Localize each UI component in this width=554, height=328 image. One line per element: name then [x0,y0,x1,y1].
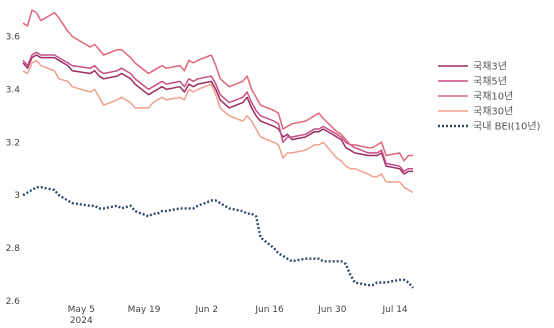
series-line-3 [22,9,413,162]
legend-label-4: 국채30년 [473,106,513,118]
y-tick-label: 2.8 [6,244,21,254]
series-line-1 [22,54,413,175]
x-tick-label: Jun 2 [194,305,218,315]
y-tick-label: 3.4 [6,85,21,95]
x-tick-label: Jun 30 [317,305,347,315]
y-tick-label: 3.6 [6,32,21,42]
plot-area [22,9,414,289]
x-tick-label: May 19 [128,305,161,315]
x-tick-label: May 5 [68,305,95,315]
legend-label-5: 국내 BEI(10년) [473,121,541,133]
x-tick-label: Jul 14 [381,305,407,315]
legend-label-1: 국채3년 [473,61,507,73]
y-axis: 2.6 2.8 3 3.2 3.4 3.6 [6,32,21,307]
legend-label-3: 국채10년 [473,91,513,103]
series-line-4 [22,59,414,194]
y-tick-label: 3 [14,191,20,201]
legend-label-2: 국채5년 [473,76,507,88]
series-line-5 [22,186,414,289]
x-tick-label: Jun 16 [254,305,284,315]
x-tick-sublabel: 2024 [70,316,93,326]
y-tick-label: 3.2 [6,138,20,148]
y-tick-label: 2.6 [6,297,21,307]
